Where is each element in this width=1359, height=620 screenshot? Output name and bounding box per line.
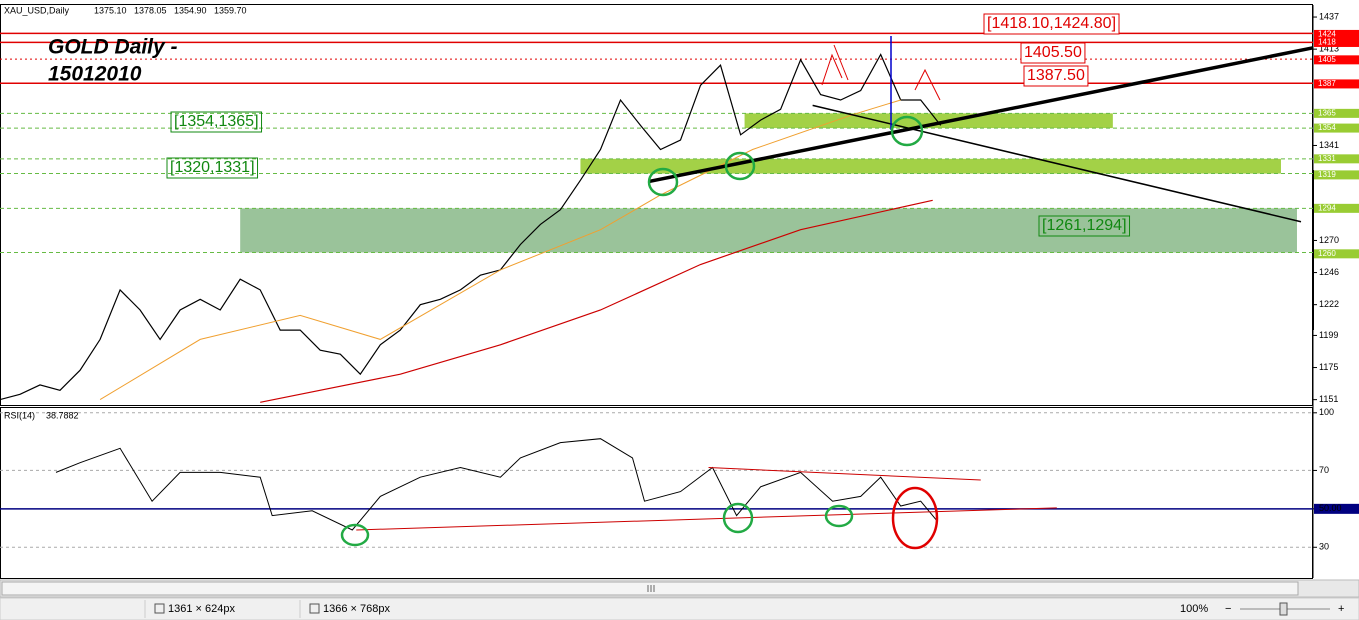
annotation-box <box>1038 215 1131 237</box>
circle-mark <box>647 167 679 197</box>
y-tick-label: 1151 <box>1319 394 1338 404</box>
trendline <box>708 467 981 481</box>
annotation-box <box>166 157 259 179</box>
quote-close: 1359.70 <box>214 5 247 15</box>
quote-high: 1378.05 <box>134 5 167 15</box>
chart-title: 15012010 <box>48 63 142 86</box>
axis-tag-label: 1260 <box>1318 249 1336 258</box>
axis-tag-label: 1331 <box>1318 154 1336 163</box>
y-tick-label: 1175 <box>1319 362 1338 372</box>
axis-tag <box>1314 108 1359 118</box>
scroll-grip <box>647 585 655 592</box>
annotation: 1387.50 <box>1027 67 1085 84</box>
zone <box>580 158 1281 174</box>
y-tick-label: 1437 <box>1319 11 1339 21</box>
zone <box>240 208 1297 253</box>
circle-mark <box>340 523 370 547</box>
zoom-level: 100% <box>1180 603 1208 615</box>
axis-tag-label: 1365 <box>1318 108 1336 117</box>
quote-low: 1354.90 <box>174 5 207 15</box>
axis-tag <box>1314 37 1359 47</box>
axis-tag <box>1314 29 1359 39</box>
y-tick-label: 100 <box>1319 407 1334 417</box>
size-icon <box>154 603 165 614</box>
scroll-thumb[interactable] <box>1 581 1299 596</box>
axis-tag-label: 1424 <box>1318 30 1336 39</box>
rsi-name: RSI(14) <box>4 410 35 420</box>
zoom-thumb[interactable] <box>1279 602 1288 616</box>
screen-size: 1366 × 768px <box>323 603 390 615</box>
annotation-box <box>1023 65 1089 87</box>
chart-title: GOLD Daily - <box>48 36 178 59</box>
y-tick-label: 50.00 <box>1319 503 1342 513</box>
circle-mark <box>890 115 924 147</box>
circle-mark <box>722 502 754 534</box>
rsi-last: 38.7882 <box>46 410 79 420</box>
status-bar <box>0 597 1359 620</box>
axis-tag-label: 1418 <box>1318 38 1336 47</box>
annotation: [1418.10,1424.80] <box>987 15 1116 32</box>
head-mark <box>833 44 849 81</box>
quote-open: 1375.10 <box>94 5 127 15</box>
series-line <box>99 99 901 401</box>
symbol: XAU_USD,Daily <box>4 5 70 15</box>
axis-tag <box>1314 249 1359 259</box>
series-line <box>0 53 942 401</box>
head-mark <box>821 53 843 86</box>
y-tick-label: 1413 <box>1319 44 1339 54</box>
zone <box>744 113 1113 129</box>
y-tick-label: 30 <box>1319 542 1329 552</box>
annotation: [1354,1365] <box>174 113 259 130</box>
series-line <box>55 438 938 531</box>
axis-tag-label: 1405 <box>1318 55 1336 64</box>
y-tick-label: 1199 <box>1319 330 1338 340</box>
axis-tag <box>1314 123 1359 133</box>
series-line <box>260 199 933 403</box>
axis-tag <box>1314 203 1359 213</box>
annotation: [1261,1294] <box>1042 217 1127 234</box>
axis-tag-label: 1354 <box>1318 123 1336 132</box>
head-mark <box>914 68 941 101</box>
trendline <box>356 507 1057 531</box>
circle-mark <box>724 151 756 181</box>
y-tick-label: 1341 <box>1319 140 1339 150</box>
zoom-in[interactable]: + <box>1338 603 1344 615</box>
axis-tag <box>1314 79 1359 89</box>
annotation-box <box>170 111 263 133</box>
axis-tag <box>1314 170 1359 180</box>
annotation: [1320,1331] <box>170 159 255 176</box>
axis-tag-label: 1387 <box>1318 79 1336 88</box>
y-tick-label: 1222 <box>1319 299 1339 309</box>
axis-tag <box>1314 154 1359 164</box>
annotation: 1405.50 <box>1024 44 1082 61</box>
size-icon <box>309 603 320 614</box>
zoom-out[interactable]: − <box>1225 603 1231 615</box>
y-tick-label: 70 <box>1319 465 1329 475</box>
y-tick-label: 1270 <box>1319 235 1339 245</box>
annotation-box <box>1020 42 1086 64</box>
circle-mark <box>891 486 939 550</box>
axis-tag-label: 1294 <box>1318 203 1336 212</box>
image-size: 1361 × 624px <box>168 603 235 615</box>
tick-highlight <box>1314 503 1359 514</box>
trendline <box>648 46 1314 184</box>
y-tick-label: 1246 <box>1319 267 1339 277</box>
circle-mark <box>824 504 854 528</box>
annotation-box <box>983 13 1120 35</box>
axis-tag-label: 1319 <box>1318 170 1336 179</box>
axis-tag <box>1314 55 1359 65</box>
